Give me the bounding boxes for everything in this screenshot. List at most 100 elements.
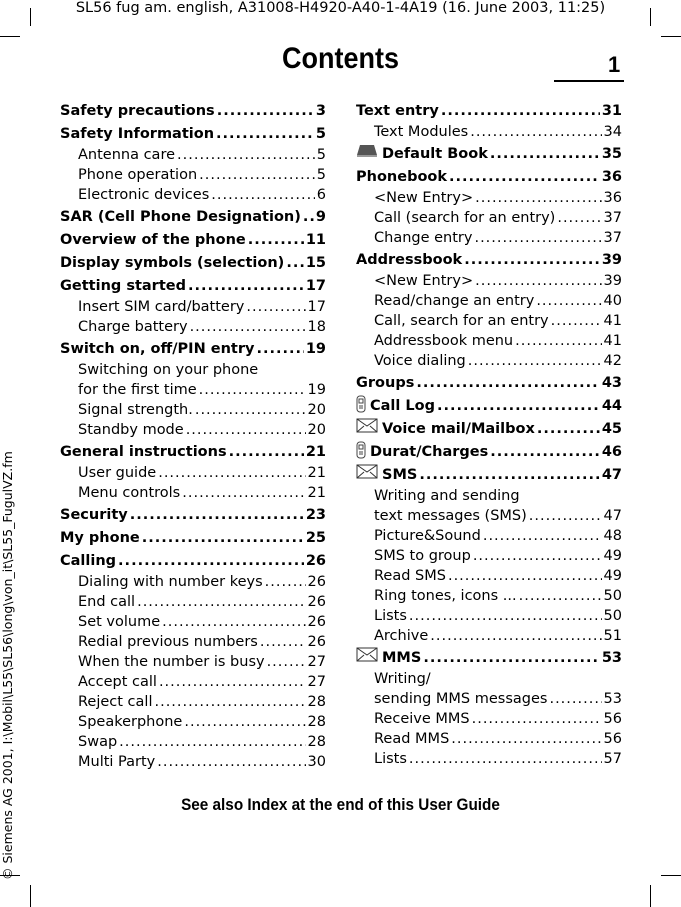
toc-page-number: 15	[305, 255, 326, 271]
toc-entry[interactable]: Overview of the phone 11	[60, 229, 326, 251]
toc-entry[interactable]: Multi Party 30	[60, 752, 326, 772]
toc-entry[interactable]: sending MMS messages 53	[356, 689, 622, 709]
toc-entry[interactable]: Speakerphone 28	[60, 712, 326, 732]
dot-leader	[441, 100, 600, 122]
toc-entry[interactable]: Accept call 27	[60, 672, 326, 692]
toc-entry[interactable]: Default Book 35	[356, 143, 622, 165]
toc-entry[interactable]: Ring tones, icons ... 50	[356, 586, 622, 606]
toc-entry[interactable]: Call, search for an entry 41	[356, 311, 622, 331]
toc-entry[interactable]: Text entry 31	[356, 100, 622, 122]
toc-entry[interactable]: Getting started 17	[60, 275, 326, 297]
toc-entry[interactable]: User guide 21	[60, 463, 326, 483]
toc-entry[interactable]: Standby mode 20	[60, 420, 326, 440]
toc-entry[interactable]: Call (search for an entry) 37	[356, 208, 622, 228]
toc-entry[interactable]: Electronic devices 6	[60, 185, 326, 205]
toc-entry[interactable]: Menu controls 21	[60, 483, 326, 503]
toc-entry[interactable]: Picture&Sound 48	[356, 526, 622, 546]
toc-entry[interactable]: Redial previous numbers 26	[60, 632, 326, 652]
toc-entry[interactable]: Insert SIM card/battery 17	[60, 297, 326, 317]
toc-entry[interactable]: Dialing with number keys 26	[60, 572, 326, 592]
toc-entry[interactable]: General instructions 21	[60, 441, 326, 463]
toc-entry[interactable]: Charge battery 18	[60, 317, 326, 337]
toc-entry[interactable]: Addressbook menu 41	[356, 331, 622, 351]
toc-entry[interactable]: Writing and sending	[356, 486, 622, 506]
toc-entry[interactable]: Phonebook 36	[356, 166, 622, 188]
toc-entry[interactable]: Lists 57	[356, 749, 622, 769]
crop-mark	[0, 36, 20, 37]
page-number: 1	[608, 52, 621, 77]
toc-entry[interactable]: Swap 28	[60, 732, 326, 752]
toc-entry[interactable]: <New Entry> 36	[356, 188, 622, 208]
dot-leader	[195, 400, 306, 420]
toc-entry-title: Swap	[78, 734, 118, 750]
dot-leader	[303, 206, 314, 228]
toc-entry[interactable]: Signal strength. 20	[60, 400, 326, 420]
toc-entry-title: Writing/	[374, 671, 431, 687]
toc-entry-title: SMS to group	[374, 548, 471, 564]
toc-entry[interactable]: Call Log 44	[356, 395, 622, 417]
toc-entry[interactable]: Lists 50	[356, 606, 622, 626]
toc-entry[interactable]: My phone 25	[60, 527, 326, 549]
toc-entry-title: Security	[60, 507, 128, 523]
toc-page-number: 28	[307, 714, 326, 730]
toc-entry-title: Signal strength.	[78, 402, 193, 418]
toc-entry[interactable]: Safety Information 5	[60, 123, 326, 145]
toc-entry[interactable]: Change entry 37	[356, 228, 622, 248]
toc-entry[interactable]: Groups 43	[356, 372, 622, 394]
toc-page-number: 39	[603, 273, 622, 289]
toc-entry-title: Change entry	[374, 230, 473, 246]
toc-entry-title: Accept call	[78, 674, 157, 690]
toc-entry[interactable]: Text Modules 34	[356, 122, 622, 142]
toc-page-number: 47	[603, 508, 622, 524]
toc-entry-title: Voice mail/Mailbox	[382, 421, 535, 437]
toc-entry-title: Call, search for an entry	[374, 313, 549, 329]
toc-entry-title: Phonebook	[356, 169, 448, 185]
dot-leader	[475, 271, 601, 291]
toc-entry[interactable]: Voice dialing 42	[356, 351, 622, 371]
toc-entry[interactable]: Phone operation 5	[60, 165, 326, 185]
toc-entry[interactable]: Receive MMS 56	[356, 709, 622, 729]
toc-entry[interactable]: Security 23	[60, 504, 326, 526]
toc-page-number: 37	[603, 210, 622, 226]
dot-leader	[470, 122, 601, 142]
toc-entry[interactable]: SAR (Cell Phone Designation) 9	[60, 206, 326, 228]
toc-entry[interactable]: When the number is busy 27	[60, 652, 326, 672]
toc-entry-title: Set volume	[78, 614, 161, 630]
toc-entry[interactable]: SMS 47	[356, 464, 622, 486]
toc-entry-title: Switching on your phone	[78, 362, 259, 378]
toc-entry[interactable]: Read/change an entry 40	[356, 291, 622, 311]
toc-entry[interactable]: Read MMS 56	[356, 729, 622, 749]
toc-page-number: 17	[307, 299, 326, 315]
toc-entry[interactable]: Display symbols (selection) 15	[60, 252, 326, 274]
dot-leader	[529, 506, 602, 526]
toc-entry[interactable]: Addressbook 39	[356, 249, 622, 271]
toc-entry[interactable]: Set volume 26	[60, 612, 326, 632]
dot-leader	[519, 586, 602, 606]
toc-entry[interactable]: Safety precautions 3	[60, 100, 326, 122]
toc-entry[interactable]: Durat/Charges 46	[356, 441, 622, 463]
toc-entry[interactable]: MMS 53	[356, 647, 622, 669]
envelope-icon	[356, 418, 378, 440]
toc-entry[interactable]: Archive 51	[356, 626, 622, 646]
toc-entry-title: Read SMS	[374, 568, 446, 584]
toc-entry[interactable]: Writing/	[356, 669, 622, 689]
toc-page-number: 37	[603, 230, 622, 246]
toc-entry[interactable]: for the first time 19	[60, 380, 326, 400]
toc-entry[interactable]: Switch on, off/PIN entry 19	[60, 338, 326, 360]
book-icon	[356, 143, 378, 165]
toc-entry[interactable]: Voice mail/Mailbox 45	[356, 418, 622, 440]
toc-entry[interactable]: Switching on your phone	[60, 360, 326, 380]
toc-entry[interactable]: Calling 26	[60, 550, 326, 572]
toc-entry[interactable]: text messages (SMS) 47	[356, 506, 622, 526]
toc-page-number: 21	[307, 485, 326, 501]
toc-page-number: 30	[307, 754, 326, 770]
toc-entry-title: Safety Information	[60, 126, 215, 142]
toc-entry-title: Text Modules	[374, 124, 469, 140]
toc-entry[interactable]: <New Entry> 39	[356, 271, 622, 291]
toc-entry[interactable]: End call 26	[60, 592, 326, 612]
toc-entry[interactable]: Read SMS 49	[356, 566, 622, 586]
toc-entry[interactable]: Reject call 28	[60, 692, 326, 712]
toc-entry[interactable]: SMS to group 49	[356, 546, 622, 566]
toc-entry[interactable]: Antenna care 5	[60, 145, 326, 165]
dot-leader	[216, 123, 314, 145]
